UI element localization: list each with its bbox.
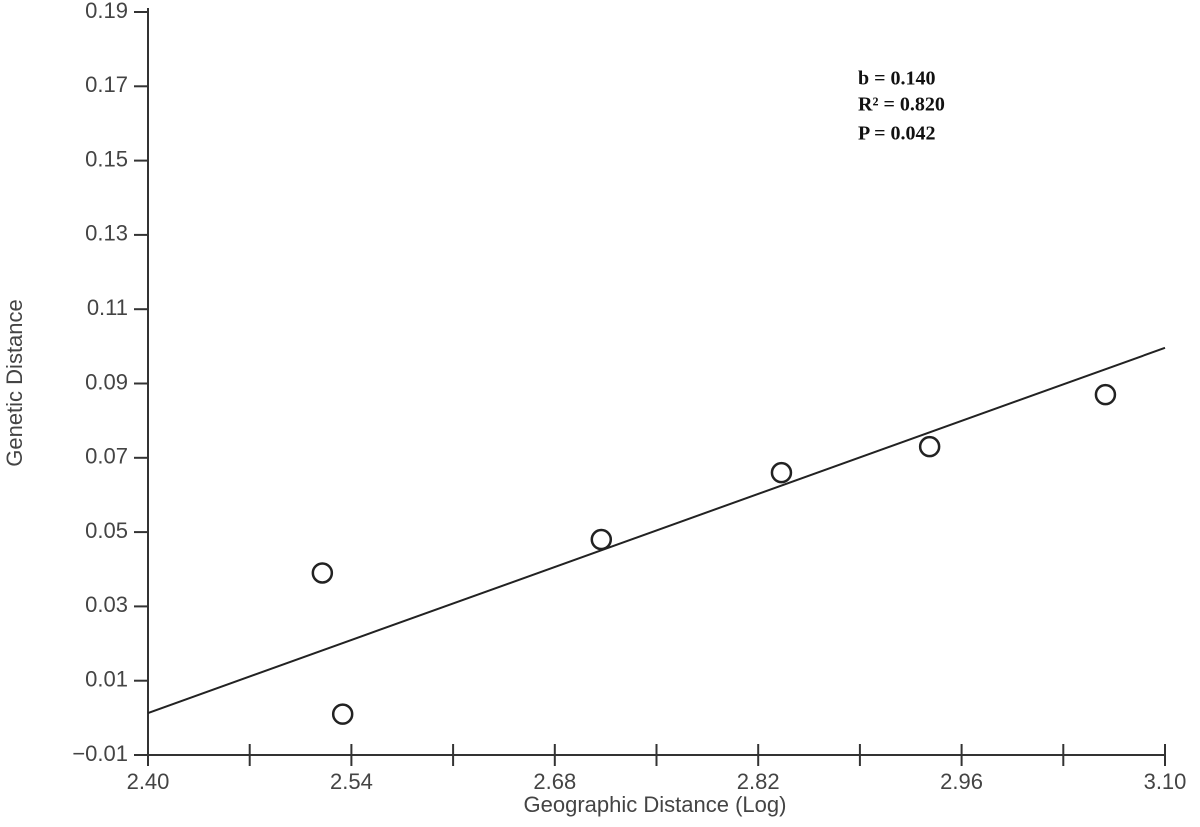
y-tick-label: 0.03 xyxy=(85,592,128,617)
x-tick-label: 2.68 xyxy=(533,769,576,794)
y-tick-label: 0.05 xyxy=(85,518,128,543)
fit-line xyxy=(147,346,1166,714)
y-axis-title: Genetic Distance xyxy=(2,299,27,467)
y-tick-label: 0.17 xyxy=(85,72,128,97)
scatter-point xyxy=(918,435,941,458)
scatter-point xyxy=(1094,383,1117,406)
scatter-point xyxy=(311,562,334,584)
scatter-point xyxy=(331,703,354,725)
y-tick-label: 0.15 xyxy=(85,146,128,171)
x-tick-label: 2.82 xyxy=(737,769,780,794)
y-tick-label: 0.07 xyxy=(85,444,128,469)
annotation: R² = 0.820 xyxy=(858,94,945,116)
x-axis-title: Geographic Distance (Log) xyxy=(524,792,787,817)
scatter-point xyxy=(770,461,793,484)
annotation: P = 0.042 xyxy=(858,123,936,145)
annotation: b = 0.140 xyxy=(858,68,936,90)
x-tick-label: 2.54 xyxy=(330,769,373,794)
y-tick-label: 0.13 xyxy=(85,221,128,246)
y-tick-label: −0.01 xyxy=(72,741,128,766)
x-tick-label: 2.96 xyxy=(940,769,983,794)
scatter-point xyxy=(590,528,613,551)
y-tick-label: 0.19 xyxy=(85,0,128,23)
x-tick-label: 2.40 xyxy=(127,769,170,794)
y-tick-label: 0.01 xyxy=(85,667,128,692)
y-tick-label: 0.11 xyxy=(87,295,128,320)
y-tick-label: 0.09 xyxy=(85,369,128,394)
x-tick-label: 3.10 xyxy=(1144,769,1187,794)
